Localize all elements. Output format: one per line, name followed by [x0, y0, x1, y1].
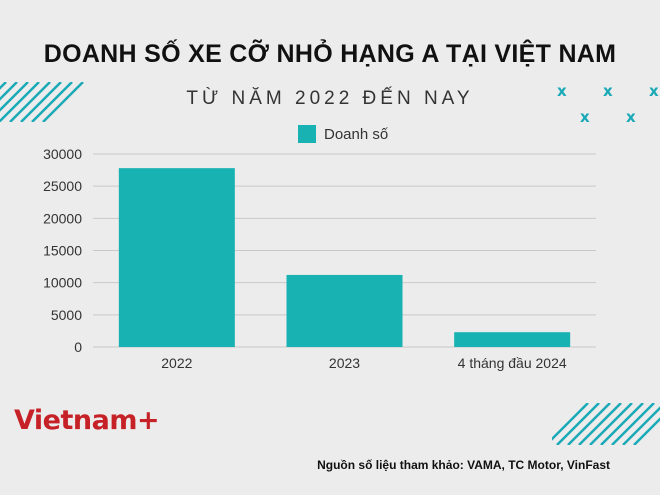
decor-stripes-bottom-right: [552, 403, 660, 445]
decor-stripe: [633, 417, 660, 445]
decor-stripe: [622, 406, 660, 445]
decor-x-mark: x: [603, 82, 613, 100]
decor-stripe: [20, 82, 62, 122]
decor-x-mark: x: [557, 82, 567, 100]
y-tick-label: 25000: [43, 178, 82, 194]
x-tick-label: 2023: [329, 355, 360, 371]
bar: [454, 332, 571, 347]
decor-x-mark: x: [580, 108, 590, 126]
decor-stripe: [0, 82, 18, 101]
brand-logo: Vietnam+: [14, 405, 160, 436]
legend: Doanh số: [298, 125, 388, 143]
y-tick-label: 10000: [43, 275, 82, 291]
decor-stripe: [552, 403, 589, 441]
bar: [286, 274, 403, 347]
chart-title: DOANH SỐ XE CỠ NHỎ HẠNG A TẠI VIỆT NAM: [43, 40, 617, 68]
y-tick-label: 20000: [43, 210, 82, 226]
decor-stripe: [611, 403, 655, 445]
decor-stripe: [9, 82, 51, 122]
y-tick-label: 30000: [43, 146, 82, 162]
decor-stripe: [0, 82, 40, 122]
decor-x-mark: x: [626, 108, 636, 126]
bar: [118, 168, 235, 347]
decor-stripe: [42, 82, 84, 122]
x-tick-label: 4 tháng đầu 2024: [458, 355, 567, 371]
decor-stripe: [567, 403, 611, 445]
legend-swatch: [298, 125, 316, 143]
chart-subtitle: TỪ NĂM 2022 ĐẾN NAY: [186, 88, 474, 109]
decor-stripe: [0, 82, 29, 112]
decor-stripe: [556, 403, 600, 445]
legend-label: Doanh số: [324, 125, 389, 143]
decor-stripe: [31, 82, 73, 122]
decor-stripe: [589, 403, 633, 445]
source-note: Nguồn số liệu tham khảo: VAMA, TC Motor,…: [317, 458, 610, 472]
decor-x-mark: x: [649, 82, 659, 100]
decor-stripe: [578, 403, 622, 445]
x-tick-label: 2022: [161, 355, 192, 371]
decor-stripe: [600, 403, 644, 445]
y-tick-label: 0: [74, 339, 82, 355]
decor-stripes-top-left: [0, 82, 84, 122]
y-tick-label: 15000: [43, 243, 82, 259]
y-tick-label: 5000: [51, 307, 82, 323]
